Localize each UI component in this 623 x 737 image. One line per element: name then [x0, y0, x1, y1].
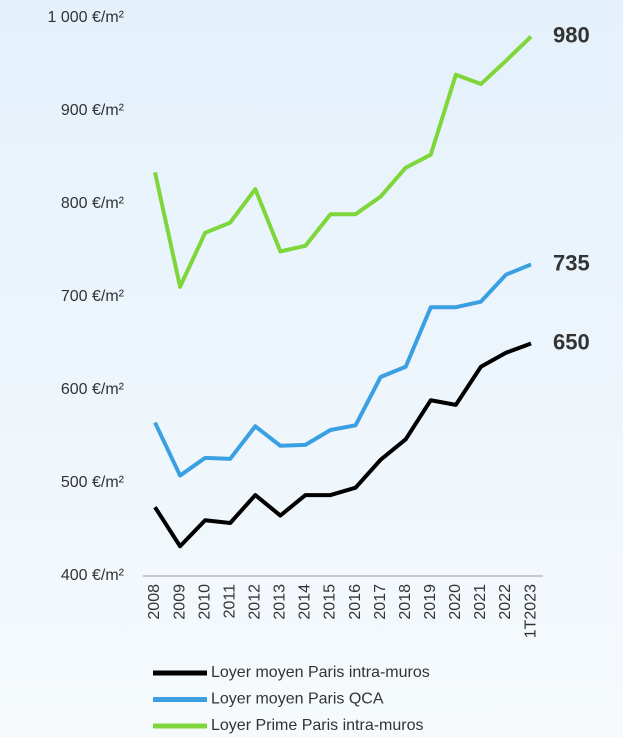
x-tick-label: 2017 [372, 584, 389, 620]
x-tick-label: 1T2023 [522, 584, 539, 638]
line [153, 341, 532, 549]
x-tick-label: 2021 [472, 584, 489, 620]
x-tick-label: 2022 [497, 584, 514, 620]
y-tick-label: 900 €/m² [61, 102, 125, 119]
y-tick-label: 500 €/m² [61, 474, 125, 491]
y-tick-label: 800 €/m² [61, 195, 125, 212]
y-tick-label: 1 000 €/m² [48, 9, 125, 26]
x-tick-label: 2019 [422, 584, 439, 620]
line [153, 35, 533, 289]
x-tick-label: 2016 [347, 584, 364, 620]
x-tick-label: 2018 [397, 584, 414, 620]
x-tick-label: 2012 [246, 584, 263, 620]
y-tick-label: 700 €/m² [61, 288, 125, 305]
end-label: 650 [553, 329, 590, 354]
x-tick-label: 2009 [171, 584, 188, 620]
end-label: 735 [553, 250, 590, 275]
line [153, 262, 532, 478]
y-tick-label: 400 €/m² [61, 567, 125, 584]
x-tick-label: 2008 [146, 584, 163, 620]
x-tick-label: 2011 [221, 584, 238, 619]
x-tick-label: 2014 [297, 584, 314, 620]
x-tick-label: 2020 [447, 584, 464, 620]
legend-label: Loyer Prime Paris intra-muros [211, 717, 424, 734]
y-tick-label: 600 €/m² [61, 381, 125, 398]
x-tick-label: 2013 [272, 584, 289, 620]
x-tick-label: 2015 [322, 584, 339, 620]
legend-label: Loyer moyen Paris QCA [211, 691, 384, 708]
legend-label: Loyer moyen Paris intra-muros [211, 664, 430, 681]
end-label: 980 [553, 22, 590, 47]
x-tick-label: 2010 [196, 584, 213, 620]
